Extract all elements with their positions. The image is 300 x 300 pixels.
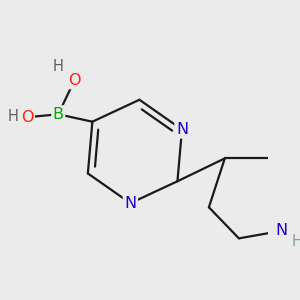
Text: H: H (53, 59, 64, 74)
Text: N: N (124, 196, 136, 211)
Text: O: O (68, 73, 81, 88)
Text: B: B (53, 107, 64, 122)
Text: N: N (176, 122, 188, 137)
Text: N: N (275, 224, 287, 238)
Text: H: H (8, 109, 18, 124)
Text: O: O (21, 110, 33, 125)
Text: H: H (291, 234, 300, 249)
